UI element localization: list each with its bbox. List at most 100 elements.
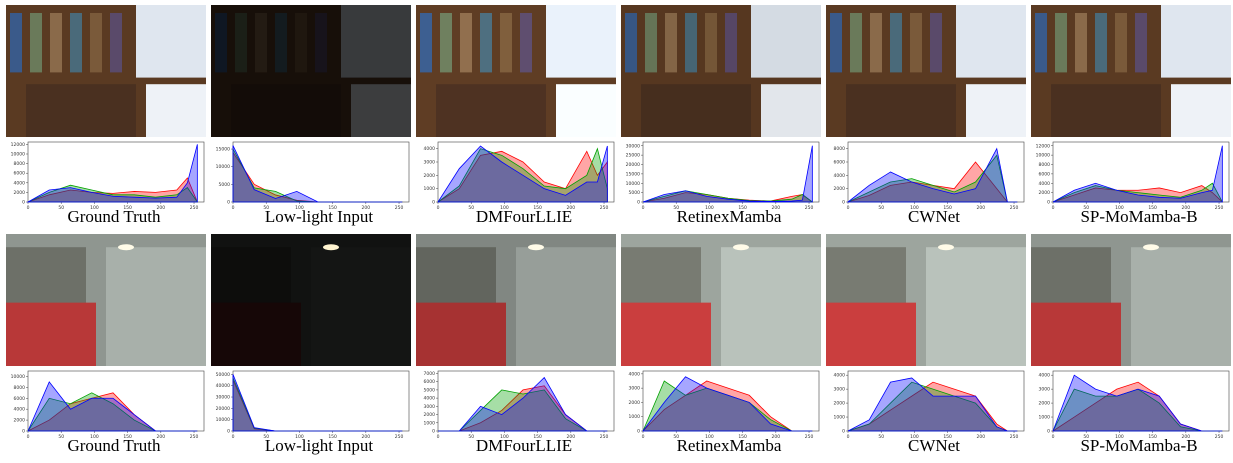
photo-detail bbox=[725, 13, 737, 72]
photo-detail bbox=[641, 84, 751, 137]
y-tick-label: 0 bbox=[227, 200, 230, 206]
photo-detail bbox=[870, 13, 882, 72]
x-tick-label: 250 bbox=[395, 205, 404, 211]
y-tick-label: 40000 bbox=[216, 383, 230, 389]
y-tick-label: 12000 bbox=[11, 142, 25, 148]
photo-detail bbox=[6, 247, 86, 306]
y-tick-label: 0 bbox=[22, 429, 25, 435]
photo-detail bbox=[295, 13, 307, 72]
y-tick-label: 4000 bbox=[424, 396, 436, 402]
y-tick-label: 30000 bbox=[626, 143, 640, 149]
photo-detail bbox=[1143, 244, 1159, 250]
y-tick-label: 2000 bbox=[424, 173, 436, 179]
y-tick-label: 0 bbox=[842, 200, 845, 206]
photo-detail bbox=[1161, 5, 1231, 78]
x-tick-label: 250 bbox=[600, 205, 609, 211]
photo-detail bbox=[1135, 13, 1147, 72]
photo-detail bbox=[890, 13, 902, 72]
caption: RetinexMamba bbox=[677, 436, 782, 455]
y-tick-label: 2000 bbox=[834, 186, 846, 192]
y-tick-label: 50000 bbox=[216, 372, 230, 378]
x-tick-label: 250 bbox=[600, 434, 609, 440]
photo-detail bbox=[110, 13, 122, 72]
y-tick-label: 1000 bbox=[1039, 415, 1051, 421]
photo-detail bbox=[215, 13, 227, 72]
y-tick-label: 20000 bbox=[626, 162, 640, 168]
y-tick-label: 5000 bbox=[424, 387, 436, 393]
caption: SP-MoMamba-B bbox=[1080, 207, 1197, 226]
y-tick-label: 4000 bbox=[834, 373, 846, 379]
x-tick-label: 200 bbox=[977, 205, 986, 211]
x-tick-label: 250 bbox=[190, 205, 199, 211]
photo-detail bbox=[351, 84, 411, 137]
panel: 0100020003000400050006000700005010015020… bbox=[416, 234, 616, 455]
photo-detail bbox=[938, 244, 954, 250]
x-tick-label: 250 bbox=[1010, 205, 1019, 211]
y-tick-label: 10000 bbox=[626, 181, 640, 187]
x-tick-label: 0 bbox=[847, 434, 850, 440]
x-tick-label: 0 bbox=[1052, 434, 1055, 440]
photo-detail bbox=[6, 303, 96, 366]
caption: DMFourLLIE bbox=[476, 207, 572, 226]
photo-detail bbox=[761, 84, 821, 137]
y-tick-label: 0 bbox=[227, 429, 230, 435]
photo-detail bbox=[275, 13, 287, 72]
y-tick-label: 6000 bbox=[14, 396, 26, 402]
photo-detail bbox=[480, 13, 492, 72]
y-tick-label: 20000 bbox=[216, 406, 230, 412]
y-tick-label: 4000 bbox=[1039, 373, 1051, 379]
caption: RetinexMamba bbox=[677, 207, 782, 226]
y-tick-label: 10000 bbox=[1036, 153, 1050, 159]
y-tick-label: 8000 bbox=[834, 146, 846, 152]
photo-detail bbox=[546, 5, 616, 78]
y-tick-label: 10000 bbox=[216, 164, 230, 170]
y-tick-label: 8000 bbox=[14, 385, 26, 391]
x-tick-label: 50 bbox=[58, 434, 64, 440]
photo-detail bbox=[136, 5, 206, 78]
y-tick-label: 1000 bbox=[629, 414, 641, 420]
y-tick-label: 1000 bbox=[424, 186, 436, 192]
y-tick-label: 10000 bbox=[11, 374, 25, 380]
x-tick-label: 250 bbox=[1010, 434, 1019, 440]
y-tick-label: 0 bbox=[842, 429, 845, 435]
y-tick-label: 7000 bbox=[424, 371, 436, 377]
photo-detail bbox=[685, 13, 697, 72]
x-tick-label: 50 bbox=[468, 205, 474, 211]
y-tick-label: 4000 bbox=[1039, 181, 1051, 187]
photo-detail bbox=[528, 244, 544, 250]
photo-detail bbox=[436, 84, 546, 137]
photo-detail bbox=[1031, 303, 1121, 366]
y-tick-label: 0 bbox=[637, 429, 640, 435]
y-tick-label: 2000 bbox=[14, 418, 26, 424]
y-tick-label: 1000 bbox=[424, 420, 436, 426]
photo-detail bbox=[1095, 13, 1107, 72]
photo-detail bbox=[1035, 13, 1047, 72]
y-tick-label: 6000 bbox=[834, 160, 846, 166]
photo-detail bbox=[556, 84, 616, 137]
x-tick-label: 0 bbox=[232, 434, 235, 440]
y-tick-label: 0 bbox=[432, 429, 435, 435]
x-tick-label: 250 bbox=[190, 434, 199, 440]
photo-detail bbox=[645, 13, 657, 72]
figure: 0200040006000800010000120000501001502002… bbox=[0, 0, 1233, 463]
y-tick-label: 4000 bbox=[629, 371, 641, 377]
caption: SP-MoMamba-B bbox=[1080, 436, 1197, 455]
photo-detail bbox=[146, 84, 206, 137]
y-tick-label: 6000 bbox=[14, 171, 26, 177]
y-tick-label: 15000 bbox=[626, 171, 640, 177]
y-tick-label: 3000 bbox=[424, 160, 436, 166]
y-tick-label: 4000 bbox=[834, 173, 846, 179]
x-tick-label: 50 bbox=[58, 205, 64, 211]
photo-detail bbox=[850, 13, 862, 72]
y-tick-label: 12000 bbox=[1036, 143, 1050, 149]
y-tick-label: 3000 bbox=[629, 386, 641, 392]
panel: 0500010000150002000025000300000501001502… bbox=[621, 5, 821, 226]
photo-detail bbox=[1115, 13, 1127, 72]
caption: DMFourLLIE bbox=[476, 436, 572, 455]
x-tick-label: 200 bbox=[977, 434, 986, 440]
